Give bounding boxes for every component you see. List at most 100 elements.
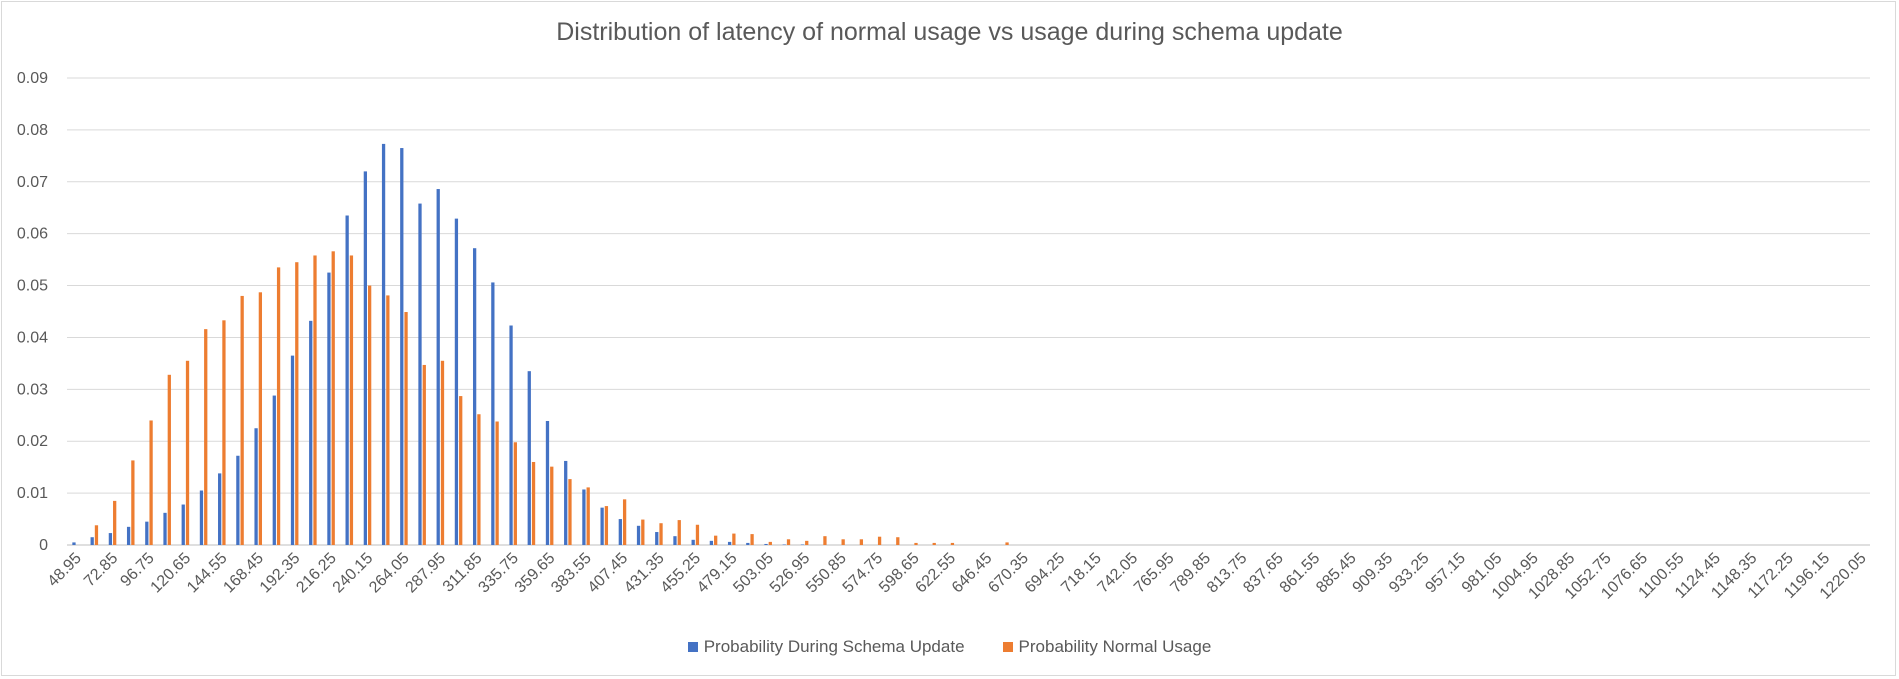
legend-item-schema-update: Probability During Schema Update: [687, 637, 965, 657]
bar-schema-update: [454, 218, 459, 545]
bar-schema-update: [381, 143, 386, 545]
x-tick-label: 431.35: [621, 550, 668, 597]
y-tick-label: 0.04: [17, 329, 48, 346]
x-tick-label: 694.25: [1022, 550, 1069, 597]
bar-normal-usage: [185, 360, 190, 545]
x-axis-ticks: 48.9572.8596.75120.65144.55168.45192.352…: [45, 550, 1870, 603]
y-tick-label: 0.01: [17, 485, 48, 502]
bar-schema-update: [472, 248, 477, 545]
bar-normal-usage: [368, 285, 372, 545]
bar-schema-update: [582, 489, 586, 545]
bar-schema-update: [691, 539, 695, 545]
bar-schema-update: [363, 171, 367, 545]
bar-normal-usage: [550, 466, 554, 545]
bar-normal-usage: [404, 312, 408, 545]
legend-swatch-schema-update: [687, 642, 698, 652]
bar-normal-usage: [204, 329, 208, 545]
bar-schema-update: [727, 541, 732, 545]
gridlines: [67, 77, 1870, 546]
y-tick-label: 0.05: [17, 278, 48, 295]
bar-schema-update: [254, 428, 258, 545]
bars: [72, 143, 1009, 546]
bar-normal-usage: [313, 255, 317, 545]
legend-label-schema-update: Probability During Schema Update: [703, 637, 965, 656]
bar-normal-usage: [113, 500, 117, 545]
x-tick-label: 670.35: [985, 550, 1032, 597]
bar-schema-update: [163, 512, 167, 545]
bar-normal-usage: [677, 520, 681, 545]
x-tick-label: 383.55: [548, 550, 595, 597]
x-tick-label: 909.35: [1350, 550, 1397, 597]
bar-normal-usage: [823, 536, 827, 545]
chart-title: Distribution of latency of normal usage …: [556, 18, 1343, 46]
bar-normal-usage: [386, 295, 390, 545]
bar-normal-usage: [1005, 542, 1009, 545]
bar-schema-update: [491, 282, 495, 545]
bar-normal-usage: [932, 542, 936, 545]
x-tick-label: 407.45: [585, 550, 632, 597]
bar-schema-update: [709, 540, 714, 545]
x-tick-label: 216.25: [293, 550, 340, 597]
bar-schema-update: [655, 532, 659, 545]
bar-schema-update: [309, 320, 313, 545]
bar-normal-usage: [768, 541, 772, 545]
x-tick-label: 646.45: [949, 550, 996, 597]
legend-swatch-normal-usage: [1002, 642, 1013, 652]
y-tick-label: 0.02: [17, 433, 48, 450]
x-tick-label: 144.55: [184, 550, 231, 597]
x-tick-label: 48.95: [45, 550, 85, 590]
bar-normal-usage: [331, 251, 335, 545]
bar-schema-update: [199, 490, 204, 545]
bar-schema-update: [618, 519, 622, 545]
bar-normal-usage: [94, 525, 99, 545]
x-tick-label: 335.75: [475, 550, 522, 597]
bar-normal-usage: [258, 292, 263, 545]
bar-normal-usage: [531, 461, 536, 545]
bar-schema-update: [509, 325, 513, 545]
bar-schema-update: [782, 544, 786, 545]
bar-schema-update: [527, 371, 531, 545]
x-tick-label: 742.05: [1095, 550, 1142, 597]
bar-normal-usage: [149, 420, 153, 545]
x-tick-label: 885.45: [1313, 550, 1360, 597]
bar-normal-usage: [586, 487, 590, 545]
x-tick-label: 240.15: [330, 550, 377, 597]
bar-normal-usage: [841, 539, 845, 545]
x-tick-label: 264.05: [366, 550, 413, 597]
bar-normal-usage: [131, 460, 135, 545]
x-tick-label: 837.65: [1240, 550, 1287, 597]
bar-schema-update: [272, 395, 276, 545]
x-tick-label: 120.65: [148, 550, 195, 597]
bar-normal-usage: [276, 267, 281, 545]
bar-normal-usage: [513, 442, 517, 545]
bar-schema-update: [800, 544, 805, 545]
legend-item-normal-usage: Probability Normal Usage: [1002, 637, 1211, 657]
y-tick-label: 0.08: [17, 122, 48, 139]
x-tick-label: 574.75: [840, 550, 887, 597]
bar-schema-update: [145, 521, 149, 545]
x-tick-label: 526.95: [767, 550, 814, 597]
bar-schema-update: [126, 526, 131, 545]
x-tick-label: 861.55: [1277, 550, 1324, 597]
x-tick-label: 598.65: [876, 550, 923, 597]
bar-schema-update: [400, 148, 404, 546]
bar-schema-update: [418, 203, 422, 545]
x-tick-label: 503.05: [730, 550, 777, 597]
y-tick-label: 0.09: [17, 70, 48, 87]
x-tick-label: 718.15: [1058, 550, 1105, 597]
bar-normal-usage: [422, 364, 426, 545]
bar-normal-usage: [805, 540, 809, 545]
x-tick-label: 789.85: [1167, 550, 1214, 597]
bar-normal-usage: [896, 537, 900, 545]
bar-normal-usage: [495, 421, 499, 545]
bar-normal-usage: [622, 499, 627, 545]
bar-schema-update: [673, 536, 677, 545]
bar-schema-update: [218, 473, 222, 545]
bar-schema-update: [90, 537, 94, 545]
bar-schema-update: [436, 189, 440, 546]
bar-normal-usage: [950, 542, 955, 545]
bar-normal-usage: [877, 536, 882, 545]
bar-normal-usage: [477, 414, 481, 545]
bar-normal-usage: [750, 534, 754, 545]
